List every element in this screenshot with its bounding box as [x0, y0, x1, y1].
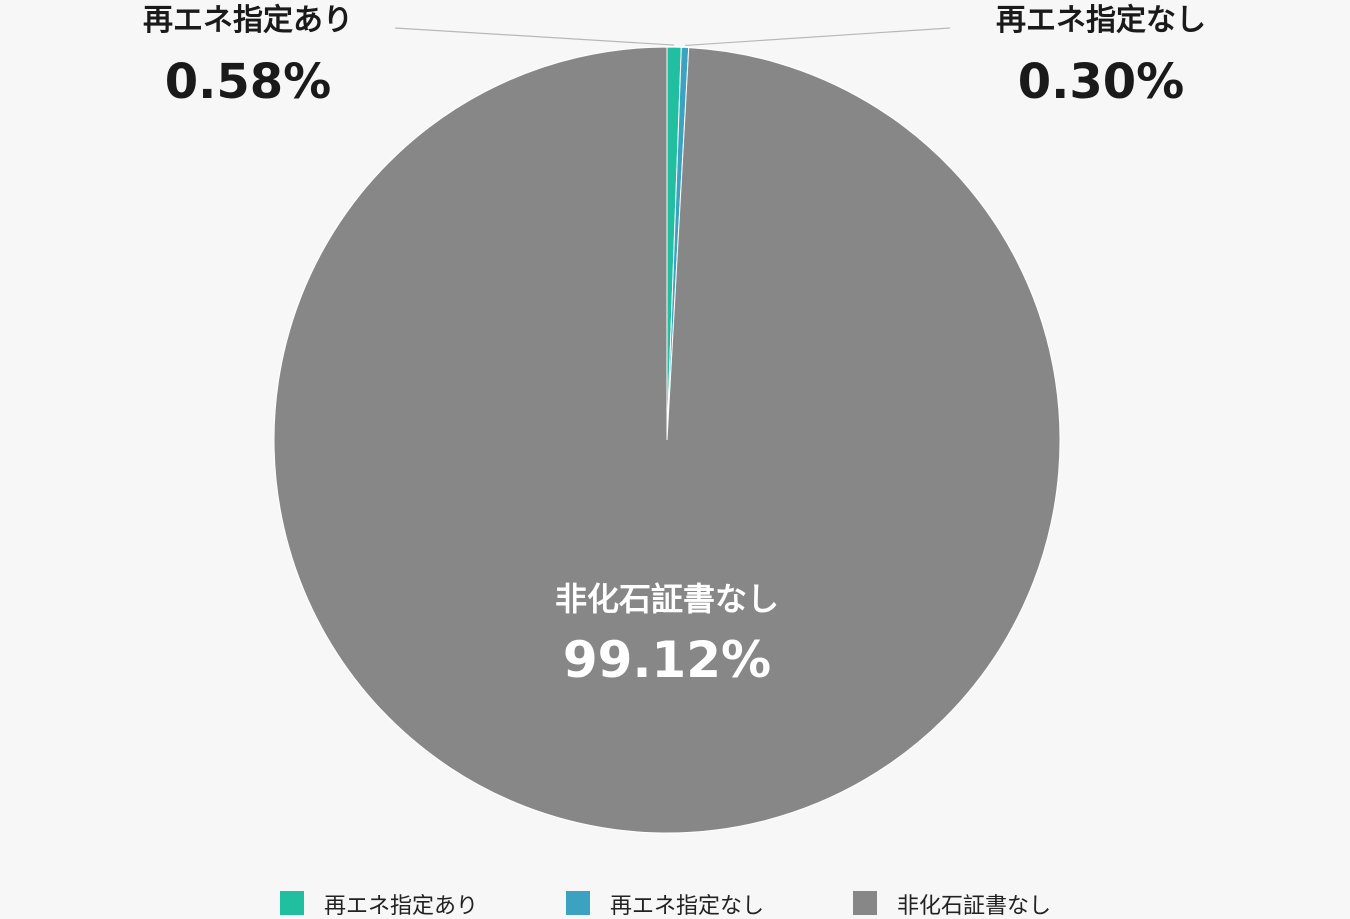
- leader-line-1: [394, 27, 675, 46]
- pie-slice-3: [273, 46, 1061, 834]
- slice-label-value-1: 0.58%: [165, 54, 332, 110]
- legend-swatch-2: [566, 891, 590, 915]
- leader-line-2: [685, 27, 951, 47]
- slice-label-value-2: 0.30%: [1018, 54, 1185, 110]
- legend: 再エネ指定あり 再エネ指定なし 非化石証書なし: [280, 891, 1051, 919]
- legend-label-2: 再エネ指定なし: [610, 894, 764, 919]
- legend-swatch-1: [280, 891, 304, 915]
- pie-labels: 再エネ指定あり 0.58% 再エネ指定なし 0.30% 非化石証書なし 99.12%: [143, 3, 1206, 689]
- legend-label-3: 非化石証書なし: [897, 894, 1051, 919]
- slice-label-name-2: 再エネ指定なし: [996, 3, 1206, 38]
- legend-swatch-3: [853, 891, 877, 915]
- slice-label-name-1: 再エネ指定あり: [143, 3, 353, 38]
- slice-label-value-3: 99.12%: [563, 631, 771, 689]
- legend-label-1: 再エネ指定あり: [324, 894, 478, 919]
- slice-label-name-3: 非化石証書なし: [555, 580, 779, 618]
- pie-slices: [273, 46, 1061, 834]
